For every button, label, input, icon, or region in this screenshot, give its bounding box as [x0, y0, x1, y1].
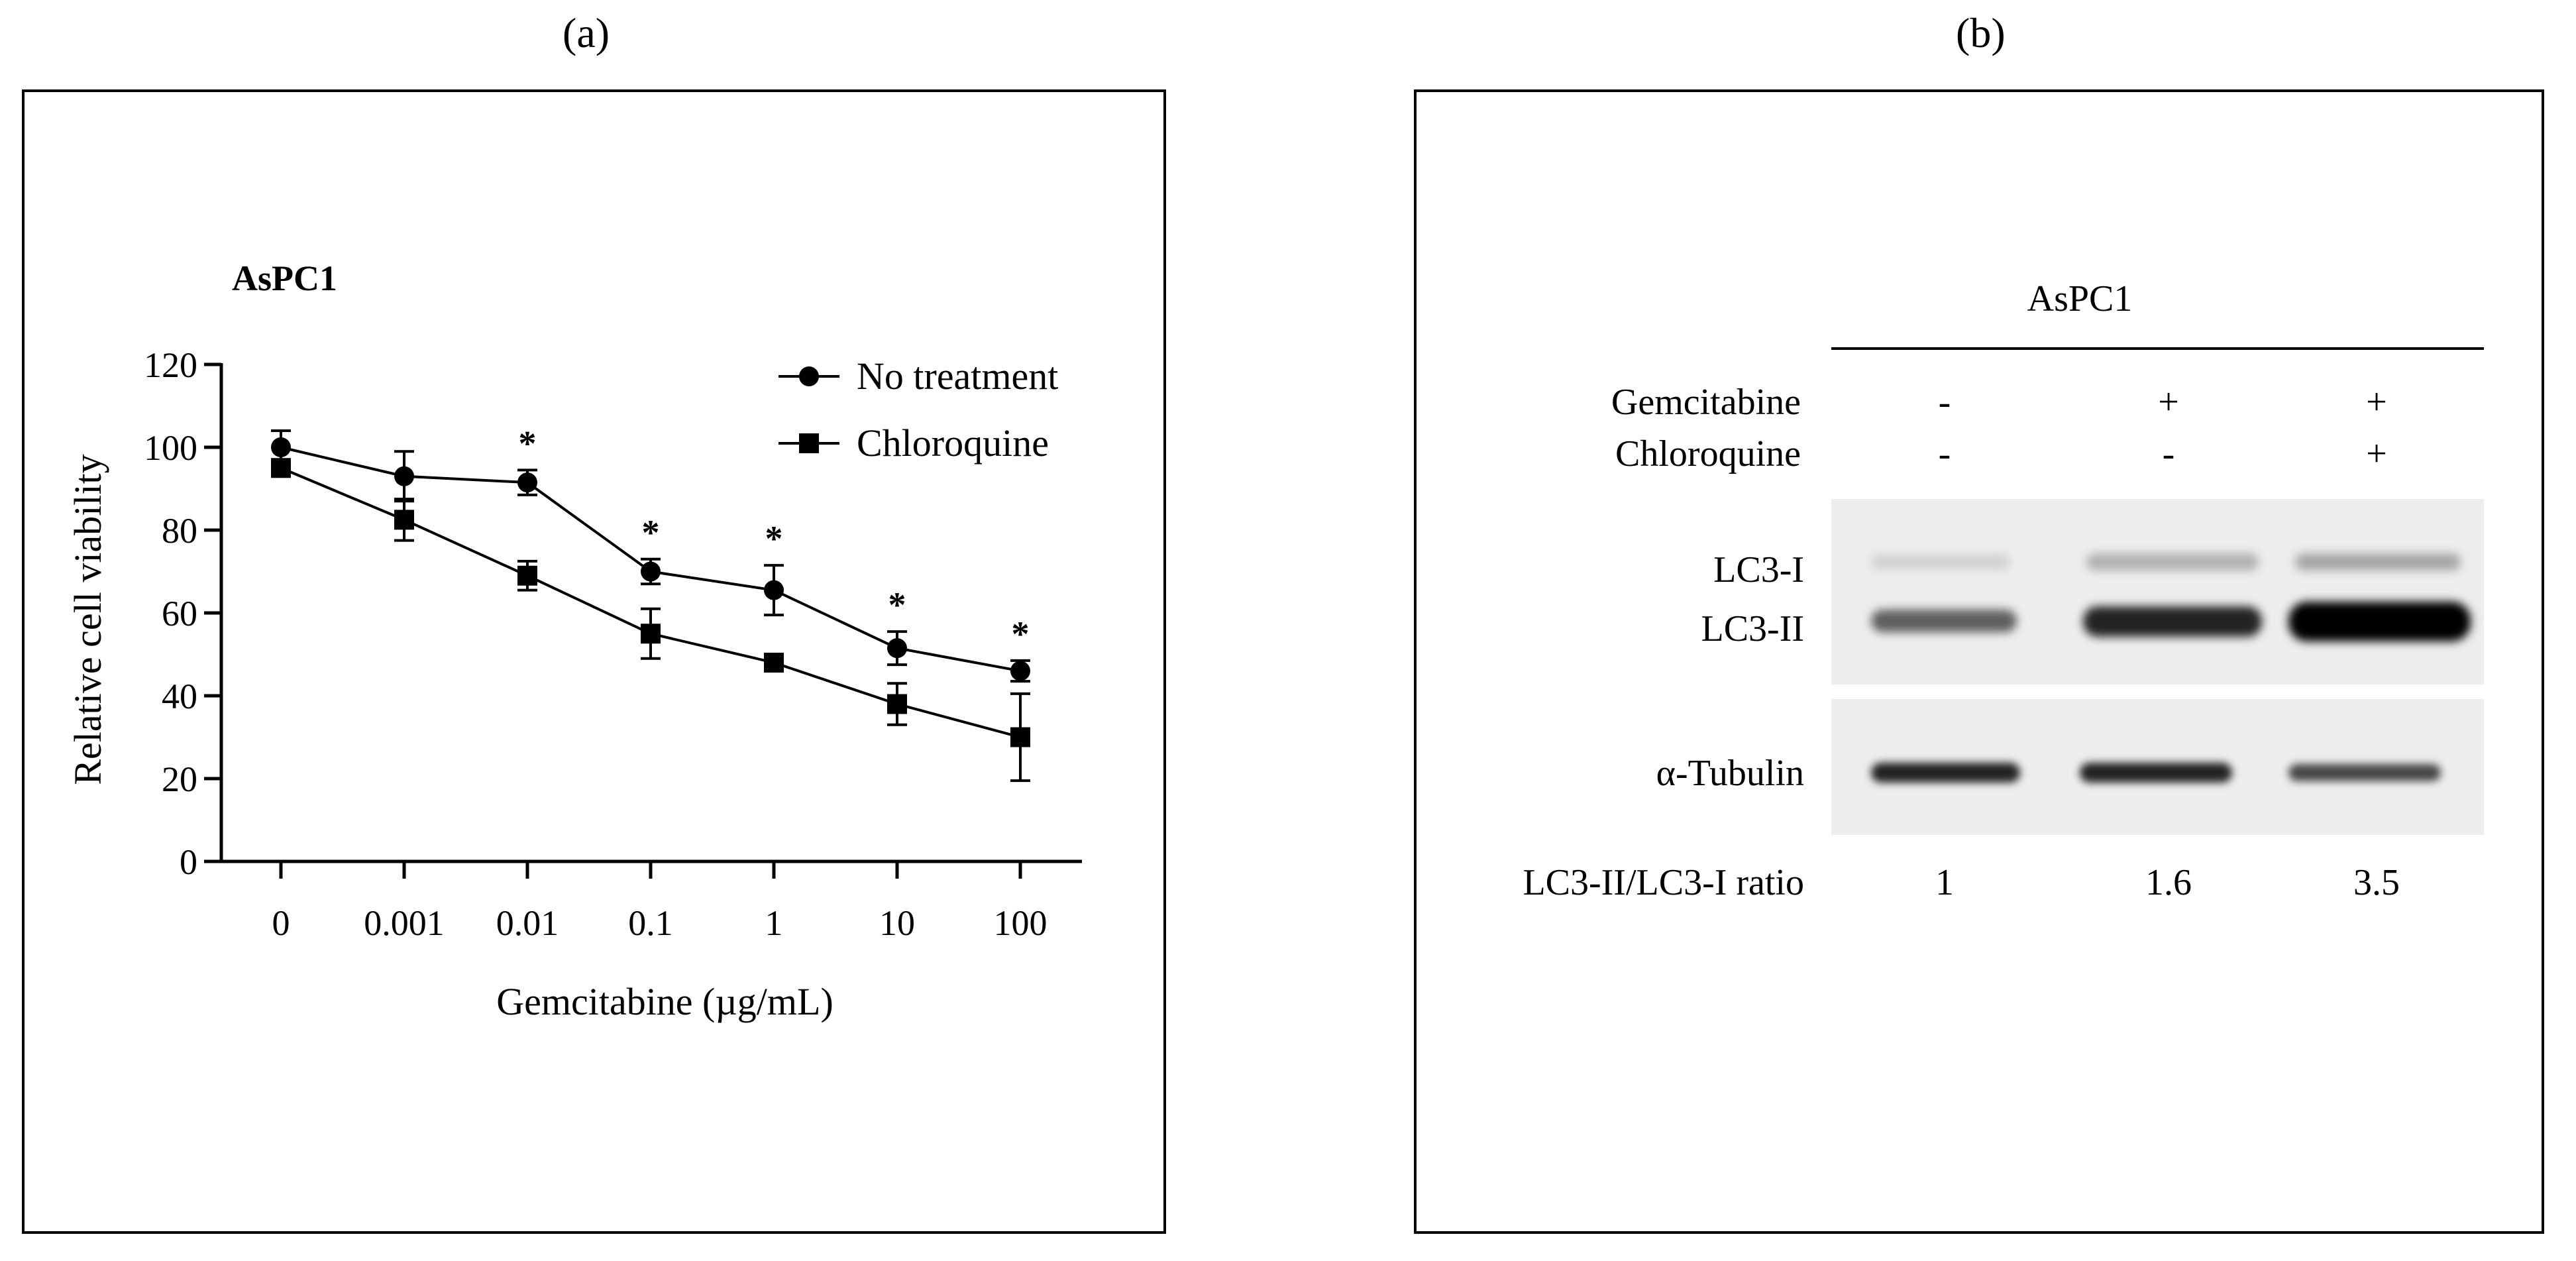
- band-label-lc3-i: LC3-I: [1713, 549, 1804, 590]
- data-point-square: [764, 653, 784, 673]
- chloroquine-lane-1: -: [1938, 433, 1951, 474]
- y-tick-label: 40: [162, 677, 197, 716]
- significance-star: *: [888, 585, 906, 625]
- ratio-lane-2: 1.6: [2145, 862, 2192, 903]
- data-point-square: [1010, 727, 1030, 747]
- legend-label: Chloroquine: [857, 421, 1049, 465]
- band-label-lc3-ii: LC3-II: [1701, 608, 1804, 649]
- significance-star: *: [642, 513, 660, 553]
- data-point-circle: [641, 561, 661, 582]
- panel-a-label: (a): [563, 9, 610, 56]
- legend-marker-circle: [799, 366, 819, 386]
- band-label-tubulin: α-Tubulin: [1656, 753, 1804, 794]
- data-point-circle: [1010, 661, 1030, 681]
- gemcitabine-lane-2: +: [2158, 382, 2179, 423]
- significance-star: *: [519, 423, 537, 463]
- chart-title: AsPC1: [232, 258, 337, 298]
- band-lc3-i-lane-1: [1871, 555, 2010, 569]
- legend-label: No treatment: [857, 355, 1058, 398]
- ratio-lane-3: 3.5: [2353, 862, 2400, 903]
- panel-b-blot: AsPC1 Gemcitabine Chloroquine - + + - - …: [1414, 89, 2544, 1234]
- blot-cell-line-label: AsPC1: [2027, 278, 2133, 319]
- treatment-label-gemcitabine: Gemcitabine: [1611, 382, 1801, 423]
- significance-star: *: [765, 519, 783, 559]
- y-tick-label: 20: [162, 759, 197, 799]
- x-axis-label: Gemcitabine (µg/mL): [496, 980, 833, 1023]
- x-tick-label: 0.01: [496, 903, 559, 943]
- x-tick-label: 1: [765, 903, 783, 943]
- data-point-square: [641, 624, 661, 644]
- significance-star: *: [1012, 614, 1030, 654]
- data-point-square: [887, 694, 907, 714]
- legend-marker-square: [799, 433, 819, 453]
- x-tick-label: 0.1: [628, 903, 673, 943]
- band-tubulin-lane-1: [1871, 763, 2020, 783]
- gemcitabine-lane-3: +: [2366, 382, 2387, 423]
- treatment-label-chloroquine: Chloroquine: [1615, 433, 1801, 474]
- x-tick-label: 100: [994, 903, 1047, 943]
- band-lc3-ii-lane-3: [2288, 602, 2471, 641]
- data-point-circle: [887, 638, 907, 659]
- y-tick-label: 60: [162, 594, 197, 633]
- ratio-label: LC3-II/LC3-I ratio: [1523, 862, 1804, 903]
- ratio-lane-1: 1: [1935, 862, 1954, 903]
- lc3-blot-panel: [1831, 499, 2484, 685]
- band-tubulin-lane-3: [2288, 764, 2441, 781]
- viability-chart: AsPC1 0 20 40 60 80 100 120 0 0.001 0.01 0.1 1 10 100 G…: [66, 258, 1082, 1023]
- band-lc3-i-lane-3: [2295, 553, 2461, 571]
- chloroquine-lane-2: -: [2162, 433, 2175, 474]
- series-line-chloroquine: [280, 466, 1021, 739]
- data-point-square: [517, 565, 537, 586]
- x-tick-label: 0: [272, 903, 290, 943]
- data-point-square: [394, 510, 414, 530]
- band-lc3-ii-lane-2: [2083, 606, 2262, 637]
- data-point-circle: [394, 466, 414, 486]
- band-lc3-i-lane-2: [2086, 553, 2259, 571]
- band-lc3-ii-lane-1: [1871, 610, 2017, 632]
- y-tick-label: 120: [144, 345, 197, 385]
- band-tubulin-lane-2: [2080, 763, 2232, 783]
- y-tick-label: 80: [162, 511, 197, 551]
- tubulin-blot-panel: [1831, 699, 2484, 835]
- data-point-square: [271, 458, 291, 478]
- panel-a-chart: AsPC1 0 20 40 60 80 100 120 0 0.001 0.01 0.1 1 10 100 G…: [22, 89, 1166, 1234]
- x-tick-label: 0.001: [364, 903, 445, 943]
- y-tick-label: 100: [144, 428, 197, 468]
- y-axis-label: Relative cell viability: [66, 454, 109, 785]
- data-point-circle: [517, 472, 537, 493]
- x-tick-label: 10: [879, 903, 915, 943]
- chloroquine-lane-3: +: [2366, 433, 2387, 474]
- panel-b-label: (b): [1956, 9, 2006, 56]
- gemcitabine-lane-1: -: [1938, 382, 1951, 423]
- y-tick-label: 0: [180, 842, 197, 882]
- blot-header-rule: [1831, 347, 2484, 350]
- data-point-circle: [764, 580, 784, 600]
- data-point-circle: [271, 437, 291, 457]
